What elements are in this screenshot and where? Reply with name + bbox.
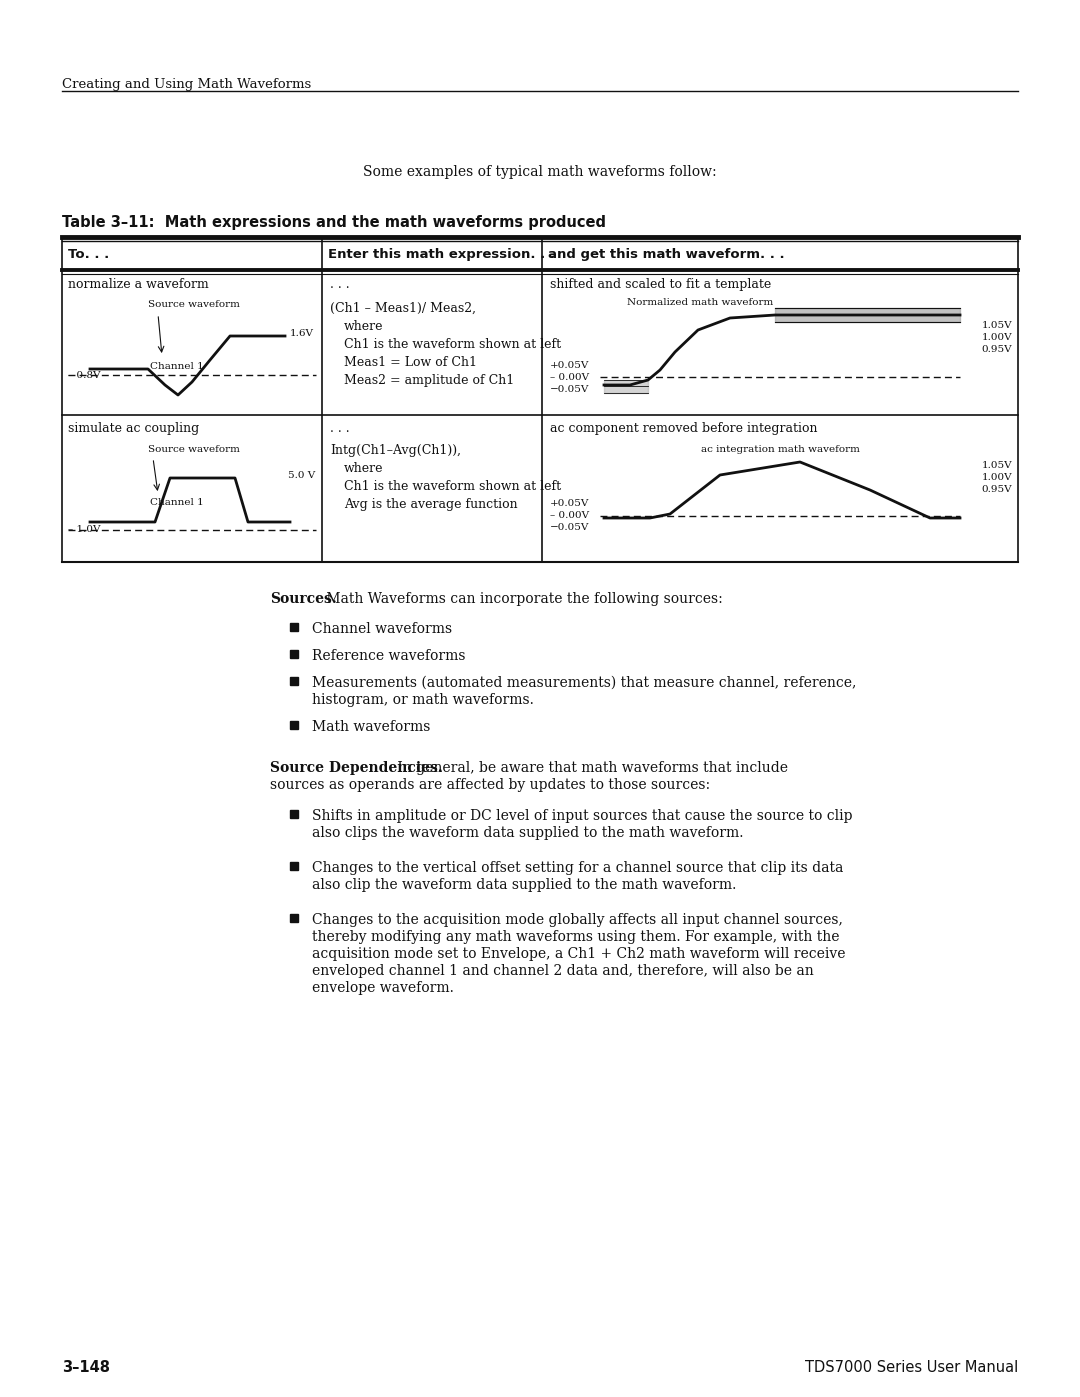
Text: −0.05V: −0.05V <box>550 524 590 532</box>
Bar <box>291 650 298 658</box>
Text: Ch1 is the waveform shown at left: Ch1 is the waveform shown at left <box>345 338 562 351</box>
Bar <box>291 862 298 870</box>
Text: Source waveform: Source waveform <box>148 446 240 454</box>
Bar <box>291 914 298 922</box>
Text: ac integration math waveform: ac integration math waveform <box>701 446 860 454</box>
Text: . . .: . . . <box>330 422 350 434</box>
Text: Math Waveforms can incorporate the following sources:: Math Waveforms can incorporate the follo… <box>322 592 723 606</box>
Text: ac component removed before integration: ac component removed before integration <box>550 422 818 434</box>
Bar <box>291 721 298 729</box>
Text: 1.6V: 1.6V <box>291 328 314 338</box>
Text: Source waveform: Source waveform <box>148 300 240 309</box>
Text: Channel waveforms: Channel waveforms <box>312 622 453 636</box>
Bar <box>291 623 298 631</box>
Text: Changes to the acquisition mode globally affects all input channel sources,: Changes to the acquisition mode globally… <box>312 914 842 928</box>
Text: Avg is the average function: Avg is the average function <box>345 497 517 511</box>
Text: 0.95V: 0.95V <box>982 485 1012 493</box>
Text: – 0.00V: – 0.00V <box>550 511 589 521</box>
Text: 1.05V: 1.05V <box>982 461 1012 469</box>
Text: simulate ac coupling: simulate ac coupling <box>68 422 199 434</box>
Text: TDS7000 Series User Manual: TDS7000 Series User Manual <box>805 1361 1018 1375</box>
Text: normalize a waveform: normalize a waveform <box>68 278 208 291</box>
Text: Source Dependencies.: Source Dependencies. <box>270 761 443 775</box>
Text: thereby modifying any math waveforms using them. For example, with the: thereby modifying any math waveforms usi… <box>312 930 839 944</box>
Text: 3–148: 3–148 <box>62 1361 110 1375</box>
Text: Sources.: Sources. <box>270 592 337 606</box>
Text: Meas2 = amplitude of Ch1: Meas2 = amplitude of Ch1 <box>345 374 514 387</box>
Bar <box>291 678 298 685</box>
Text: +0.05V: +0.05V <box>550 360 590 369</box>
Bar <box>291 810 298 819</box>
Text: Normalized math waveform: Normalized math waveform <box>626 298 773 307</box>
Text: 5.0 V: 5.0 V <box>288 472 315 481</box>
Text: 1.00V: 1.00V <box>982 472 1012 482</box>
Text: In general, be aware that math waveforms that include: In general, be aware that math waveforms… <box>393 761 788 775</box>
Text: also clips the waveform data supplied to the math waveform.: also clips the waveform data supplied to… <box>312 826 743 840</box>
Text: 1.00V: 1.00V <box>982 332 1012 341</box>
Text: Creating and Using Math Waveforms: Creating and Using Math Waveforms <box>62 78 311 91</box>
Text: acquisition mode set to Envelope, a Ch1 + Ch2 math waveform will receive: acquisition mode set to Envelope, a Ch1 … <box>312 947 846 961</box>
Text: Enter this math expression. . .: Enter this math expression. . . <box>328 249 555 261</box>
Text: also clip the waveform data supplied to the math waveform.: also clip the waveform data supplied to … <box>312 877 737 893</box>
Text: 0.95V: 0.95V <box>982 345 1012 353</box>
Text: – 0.8V: – 0.8V <box>68 370 100 380</box>
Text: shifted and scaled to fit a template: shifted and scaled to fit a template <box>550 278 771 291</box>
Text: and get this math waveform. . .: and get this math waveform. . . <box>548 249 785 261</box>
Text: Ch1 is the waveform shown at left: Ch1 is the waveform shown at left <box>345 481 562 493</box>
Text: histogram, or math waveforms.: histogram, or math waveforms. <box>312 693 534 707</box>
Text: Intg(Ch1–Avg(Ch1)),: Intg(Ch1–Avg(Ch1)), <box>330 444 461 457</box>
Text: 1.05V: 1.05V <box>982 320 1012 330</box>
Text: Math waveforms: Math waveforms <box>312 719 430 733</box>
Text: where: where <box>345 462 383 475</box>
Text: Changes to the vertical offset setting for a channel source that clip its data: Changes to the vertical offset setting f… <box>312 861 843 875</box>
Text: Channel 1: Channel 1 <box>150 497 204 507</box>
Text: . . .: . . . <box>330 278 350 291</box>
Text: – 0.00V: – 0.00V <box>550 373 589 381</box>
Text: (Ch1 – Meas1)/ Meas2,: (Ch1 – Meas1)/ Meas2, <box>330 302 476 314</box>
Text: – 1.0V: – 1.0V <box>68 525 100 535</box>
Text: Reference waveforms: Reference waveforms <box>312 650 465 664</box>
Text: envelope waveform.: envelope waveform. <box>312 981 454 995</box>
Text: enveloped channel 1 and channel 2 data and, therefore, will also be an: enveloped channel 1 and channel 2 data a… <box>312 964 813 978</box>
Text: Meas1 = Low of Ch1: Meas1 = Low of Ch1 <box>345 356 477 369</box>
Text: Table 3–11:  Math expressions and the math waveforms produced: Table 3–11: Math expressions and the mat… <box>62 215 606 231</box>
Text: where: where <box>345 320 383 332</box>
Text: sources as operands are affected by updates to those sources:: sources as operands are affected by upda… <box>270 778 711 792</box>
Text: Measurements (automated measurements) that measure channel, reference,: Measurements (automated measurements) th… <box>312 676 856 690</box>
Text: Some examples of typical math waveforms follow:: Some examples of typical math waveforms … <box>363 165 717 179</box>
Text: Channel 1: Channel 1 <box>150 362 204 372</box>
Text: To. . .: To. . . <box>68 249 109 261</box>
Text: Shifts in amplitude or DC level of input sources that cause the source to clip: Shifts in amplitude or DC level of input… <box>312 809 852 823</box>
Text: −0.05V: −0.05V <box>550 384 590 394</box>
Text: +0.05V: +0.05V <box>550 500 590 509</box>
